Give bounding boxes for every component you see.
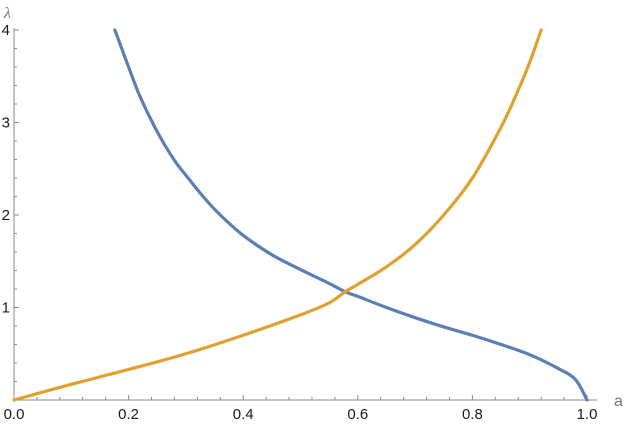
y-tick-label: 2 [2, 207, 10, 224]
series-line-2 [12, 28, 543, 402]
x-tick-label: 0.8 [462, 406, 483, 423]
y-tick-label: 4 [2, 22, 10, 39]
series-layer [12, 28, 589, 402]
x-axis-title: a [614, 393, 623, 410]
x-tick-label: 0.0 [4, 406, 25, 423]
y-tick-label: 1 [2, 300, 10, 317]
y-axis-title: λ [3, 5, 11, 22]
x-tick-label: 0.2 [118, 406, 139, 423]
x-ticks: 0.0 0.2 0.4 0.6 0.8 1.0 [4, 395, 598, 423]
y-ticks: 1 2 3 4 [2, 22, 19, 382]
x-tick-label: 0.4 [233, 406, 254, 423]
axes [13, 28, 597, 401]
x-tick-label: 0.6 [347, 406, 368, 423]
x-tick-label: 1.0 [577, 406, 598, 423]
y-tick-label: 3 [2, 115, 10, 132]
series-line-1 [113, 28, 589, 402]
